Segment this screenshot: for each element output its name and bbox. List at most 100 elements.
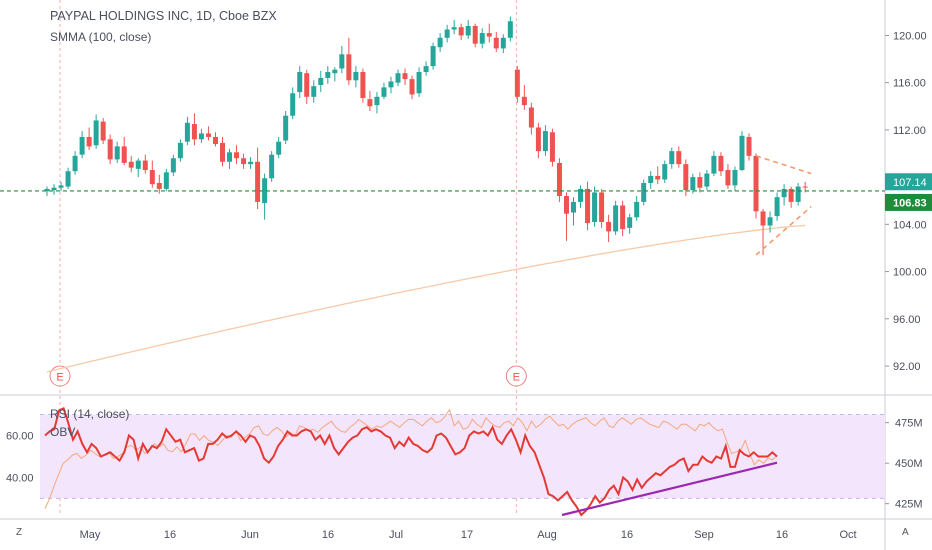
candle-body — [479, 33, 485, 44]
candle-body — [304, 73, 310, 97]
last-price-label: 107.14 — [893, 177, 927, 189]
candle-body — [234, 152, 240, 159]
candle-body — [592, 192, 598, 222]
rsi-trendline — [561, 461, 778, 517]
earnings-marker-label: E — [56, 372, 63, 384]
candle-body — [339, 54, 345, 69]
candle-body — [220, 142, 225, 162]
candle-body — [311, 86, 317, 97]
candle-body — [563, 196, 569, 214]
candle-body — [585, 188, 591, 224]
time-tick-label: May — [80, 529, 101, 541]
time-tick-label: Jul — [389, 529, 403, 541]
candle-body — [521, 96, 527, 106]
candle-body — [212, 136, 218, 145]
candle-body — [79, 136, 85, 155]
candle-body — [549, 132, 555, 162]
candle-body — [318, 77, 324, 86]
price-tick-label: 120.00 — [893, 30, 927, 42]
price-tick-label: 104.00 — [893, 219, 927, 231]
obv-legend: OBV — [50, 425, 76, 439]
candle-body — [44, 188, 50, 192]
candle-body — [198, 133, 204, 140]
candle-body — [451, 27, 457, 30]
candle-body — [648, 175, 654, 184]
candle-body — [142, 160, 148, 171]
candle-body — [156, 183, 162, 189]
candle-body — [795, 186, 801, 202]
time-tick-label: Jun — [241, 529, 259, 541]
candle-body — [683, 164, 689, 191]
candle-body — [514, 69, 520, 97]
candle-body — [388, 81, 394, 88]
smma-line — [46, 224, 806, 373]
time-tick-label: 17 — [461, 529, 473, 541]
candle-body — [641, 183, 647, 202]
candle-body — [774, 197, 780, 217]
candle-body — [402, 73, 408, 80]
time-tick-label: Sep — [694, 529, 714, 541]
smma-legend: SMMA (100, close) — [50, 30, 152, 44]
log-scale-toggle[interactable]: Z — [16, 527, 23, 538]
candle-body — [121, 146, 127, 163]
price-line-label: 106.83 — [893, 197, 927, 209]
auto-scale-toggle[interactable]: A — [902, 527, 909, 538]
obv-line — [44, 408, 778, 509]
price-tick-label: 116.00 — [893, 78, 926, 90]
candle-body — [114, 146, 120, 160]
rsi-tick-label: 60.00 — [6, 431, 34, 443]
candle-body — [507, 21, 513, 38]
time-tick-label: 16 — [164, 529, 176, 541]
candle-body — [788, 188, 794, 202]
candle-body — [746, 136, 752, 156]
candle-body — [177, 142, 183, 159]
candle-body — [93, 120, 99, 146]
rsi-line — [44, 407, 778, 517]
candle-body — [262, 178, 268, 204]
rsi-legend: RSI (14, close) — [50, 407, 130, 421]
candle-body — [669, 151, 675, 165]
candle-body — [472, 25, 478, 44]
candle-body — [458, 27, 464, 36]
candle-body — [571, 201, 576, 213]
candle-body — [241, 158, 247, 165]
candle-body — [184, 122, 190, 142]
time-tick-label: 16 — [621, 529, 633, 541]
candle-body — [360, 72, 366, 98]
candle-body — [290, 93, 296, 116]
obv-tick-label: 425M — [895, 499, 923, 511]
earnings-marker-label: E — [513, 372, 520, 384]
candle-body — [248, 161, 254, 165]
obv-tick-label: 475M — [895, 418, 923, 430]
candle-body — [409, 79, 415, 95]
candle-body — [149, 170, 155, 185]
candle-body — [269, 154, 275, 179]
forecast-band — [755, 155, 812, 256]
candle-body — [627, 217, 633, 228]
candle-body — [662, 164, 668, 180]
candle-body — [444, 29, 450, 38]
candle-body — [227, 152, 233, 162]
time-tick-label: Oct — [839, 529, 856, 541]
candle-body — [381, 87, 387, 97]
candle-body — [346, 54, 352, 81]
candle-body — [697, 177, 703, 188]
candle-body — [374, 96, 380, 106]
candle-body — [325, 72, 331, 78]
candle-body — [51, 187, 57, 191]
candle-body — [711, 155, 717, 174]
candle-body — [423, 66, 429, 73]
candle-body — [297, 72, 303, 93]
candle-body — [613, 205, 619, 232]
candle-body — [135, 160, 141, 169]
candle-body — [802, 186, 808, 188]
price-tick-label: 112.00 — [893, 125, 926, 137]
candle-body — [395, 73, 401, 83]
price-tick-label: 100.00 — [893, 267, 927, 279]
candle-body — [276, 141, 282, 155]
candle-body — [86, 136, 92, 147]
candle-body — [781, 188, 787, 198]
candle-body — [535, 127, 541, 152]
candle-body — [128, 161, 134, 168]
